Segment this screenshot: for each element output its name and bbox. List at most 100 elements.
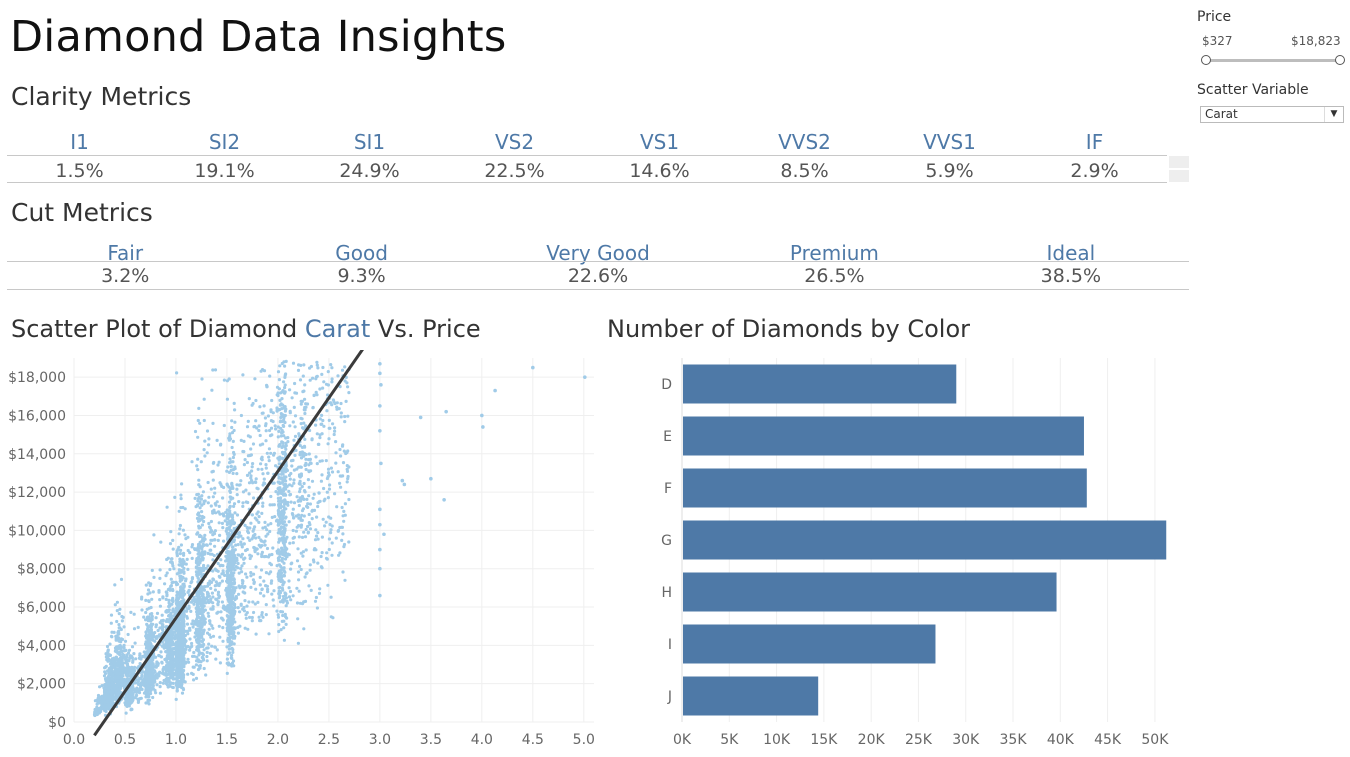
scatter-point (254, 536, 258, 540)
scatter-point (205, 646, 209, 650)
scatter-point (325, 551, 329, 555)
scatter-point (339, 401, 343, 406)
scatter-outlier-point (429, 476, 433, 481)
scatter-point (294, 448, 298, 452)
scatter-point (266, 587, 270, 591)
scatter-point (345, 480, 349, 484)
scatter-point (135, 693, 139, 697)
scatter-point (229, 522, 233, 526)
scatter-point (185, 616, 189, 620)
scatter-point (281, 489, 285, 493)
scatter-point (253, 516, 257, 520)
scatter-point (278, 364, 282, 368)
scatter-point (160, 660, 164, 664)
scatter-point (320, 422, 324, 426)
price-slider-max-handle[interactable] (1335, 55, 1345, 65)
scatter-point (230, 419, 234, 423)
scatter-point (181, 674, 185, 678)
scatter-point (240, 552, 244, 556)
bar-category-label: J (667, 689, 672, 705)
scatter-point (120, 650, 124, 654)
scatter-point (257, 535, 261, 539)
scatter-point (211, 626, 215, 630)
scatter-point (202, 499, 206, 503)
scatter-point (168, 619, 172, 624)
scatter-point (315, 393, 319, 397)
scatter-point (252, 527, 256, 531)
chevron-down-icon[interactable]: ▼ (1324, 107, 1343, 122)
scatter-y-tick-label: $18,000 (8, 370, 66, 386)
price-slider-min-handle[interactable] (1201, 55, 1211, 65)
scatter-point (217, 504, 221, 508)
scatter-point (282, 416, 286, 420)
scatter-point (338, 474, 342, 478)
scatter-point (167, 604, 171, 609)
scatter-point (303, 405, 307, 410)
scatter-point (238, 624, 242, 628)
bar-e (683, 416, 1084, 456)
scatter-point (340, 368, 345, 372)
scatter-variable-dropdown[interactable]: Carat ▼ (1200, 106, 1344, 123)
scatter-point (300, 513, 304, 517)
scatter-point (344, 399, 348, 403)
price-slider-track[interactable] (1205, 59, 1340, 62)
scatter-point (144, 610, 148, 615)
scatter-point (198, 571, 202, 575)
cut-divider-bottom (7, 289, 1189, 290)
scatter-point (126, 673, 130, 677)
scatter-point (122, 625, 126, 629)
scatter-point (124, 698, 128, 702)
scatter-point (174, 580, 178, 584)
scatter-point (214, 503, 218, 507)
scatter-point (210, 591, 214, 595)
scatter-point (209, 586, 213, 590)
scatter-point (201, 542, 205, 547)
scatter-point (130, 645, 135, 649)
scatter-point (270, 433, 274, 437)
scatter-point (301, 497, 305, 501)
scatter-point (165, 659, 169, 663)
scatter-point (266, 590, 270, 594)
scatter-point (201, 629, 206, 633)
scatter-point (233, 420, 237, 424)
scatter-point (177, 568, 181, 572)
scatter-point (313, 599, 318, 603)
scatter-point (212, 532, 217, 536)
scatter-point (226, 532, 230, 536)
scatter-point (232, 642, 236, 646)
scatter-point (149, 660, 153, 664)
scatter-point (142, 615, 146, 619)
scatter-point (175, 651, 179, 655)
scatter-point (154, 691, 158, 695)
scatter-point (150, 568, 154, 572)
scatter-point (317, 442, 321, 446)
scatter-point (207, 600, 211, 605)
scatter-point (318, 587, 322, 591)
scatter-point (211, 368, 215, 372)
scatter-point (266, 523, 270, 527)
scatter-point (120, 671, 124, 675)
scatter-point (230, 661, 235, 665)
scatter-point (260, 550, 264, 554)
scatter-point (302, 481, 306, 486)
scatter-point (127, 648, 132, 652)
scatter-point (217, 596, 221, 600)
scatter-point (118, 657, 122, 661)
scatter-point (188, 648, 192, 652)
scatter-point (308, 563, 312, 567)
scatter-point (326, 370, 330, 374)
scatter-x-tick-label: 2.0 (267, 732, 289, 748)
scatter-point (166, 587, 170, 592)
scatter-point (213, 486, 217, 490)
scatter-point (226, 465, 230, 469)
scatter-point (132, 627, 137, 631)
scatter-outlier-point (583, 375, 587, 379)
scatter-point (185, 557, 189, 561)
scatter-point (296, 368, 301, 372)
scatter-point (120, 619, 124, 623)
scatter-point (197, 514, 202, 518)
scatter-point (211, 495, 215, 499)
clarity-metric-value: 14.6% (629, 160, 690, 182)
scatter-point (303, 408, 307, 412)
scatter-point (282, 619, 286, 623)
